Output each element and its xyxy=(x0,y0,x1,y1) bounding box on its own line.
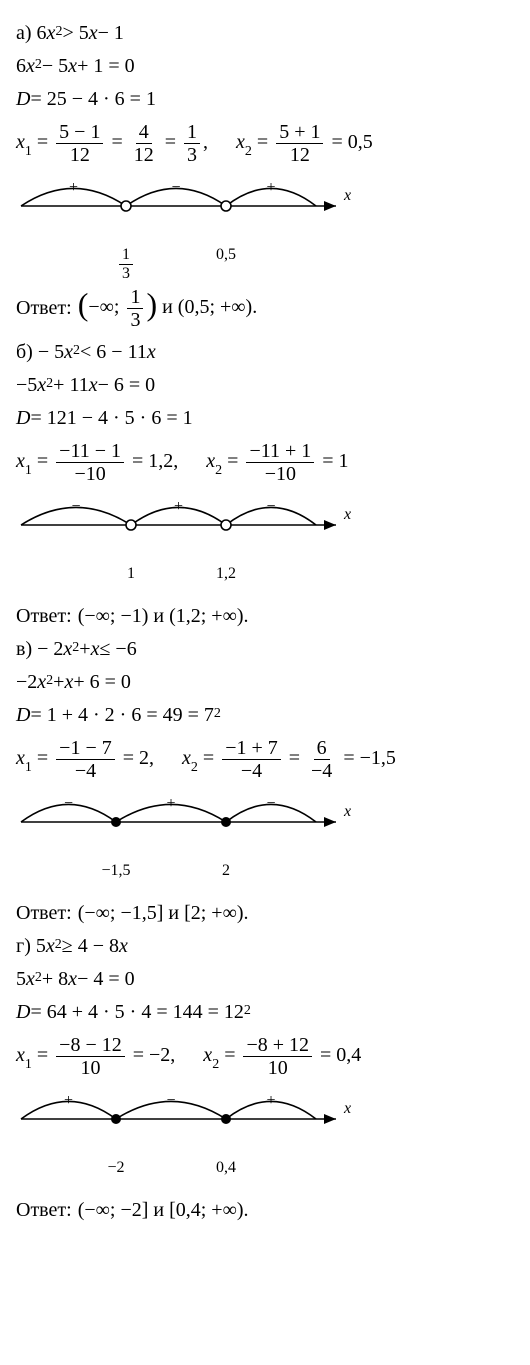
root-x1: x1 = 5 − 112 = 412 = 13, xyxy=(16,121,208,166)
svg-text:−: − xyxy=(71,498,80,515)
answer-value: (−∞; 13) и (0,5; +∞). xyxy=(78,286,258,331)
svg-text:−: − xyxy=(64,795,73,812)
roots-line: x1 = −1 − 7−4 = 2, x2 = −1 + 7−4 = 6−4 = … xyxy=(16,737,514,782)
answer-label: Ответ: xyxy=(16,1199,72,1222)
root-x2: x2 = −1 + 7−4 = 6−4 = −1,5 xyxy=(182,737,396,782)
roots-line: x1 = −11 − 1−10 = 1,2, x2 = −11 + 1−10 = … xyxy=(16,440,514,485)
root-x1: x1 = −11 − 1−10 = 1,2, xyxy=(16,440,178,485)
svg-text:+: + xyxy=(166,795,175,812)
root-x2: x2 = 5 + 112 = 0,5 xyxy=(236,121,373,166)
svg-text:x: x xyxy=(343,187,351,204)
discriminant: D = 64 + 4 · 5 · 4 = 144 = 122 xyxy=(16,1001,514,1024)
answer-value: (−∞; −2] и [0,4; +∞). xyxy=(78,1199,249,1222)
answer-label: Ответ: xyxy=(16,297,72,320)
number-line-diagram: +−+x130,5 xyxy=(16,176,514,276)
answer-value: (−∞; −1) и (1,2; +∞). xyxy=(78,605,249,628)
answer-label: Ответ: xyxy=(16,605,72,628)
equation: 6x2 − 5x + 1 = 0 xyxy=(16,55,514,78)
problem-inequality: в) − 2x2 + x ≤ −6 xyxy=(16,638,514,661)
root-x2: x2 = −11 + 1−10 = 1 xyxy=(206,440,348,485)
discriminant: D = 1 + 4 · 2 · 6 = 49 = 72 xyxy=(16,704,514,727)
roots-line: x1 = 5 − 112 = 412 = 13, x2 = 5 + 112 = 0… xyxy=(16,121,514,166)
answer-line: Ответ: (−∞; −1) и (1,2; +∞). xyxy=(16,605,514,628)
equation: −5x2 + 11x − 6 = 0 xyxy=(16,374,514,397)
svg-text:−: − xyxy=(266,795,275,812)
root-x1: x1 = −8 − 1210 = −2, xyxy=(16,1034,175,1079)
svg-text:+: + xyxy=(266,1092,275,1109)
equation: −2x2 + x + 6 = 0 xyxy=(16,671,514,694)
problem-inequality: б) − 5x2 < 6 − 11x xyxy=(16,341,514,364)
svg-text:+: + xyxy=(266,179,275,196)
root-x1: x1 = −1 − 7−4 = 2, xyxy=(16,737,154,782)
svg-text:x: x xyxy=(343,506,351,523)
svg-text:x: x xyxy=(343,1100,351,1117)
number-line-diagram: −+−x−1,52 xyxy=(16,792,514,892)
equation: 5x2 + 8x − 4 = 0 xyxy=(16,968,514,991)
answer-line: Ответ: (−∞; −2] и [0,4; +∞). xyxy=(16,1199,514,1222)
svg-text:+: + xyxy=(174,498,183,515)
answer-line: Ответ: (−∞; 13) и (0,5; +∞). xyxy=(16,286,514,331)
svg-text:−: − xyxy=(171,179,180,196)
discriminant: D = 121 − 4 · 5 · 6 = 1 xyxy=(16,407,514,430)
roots-line: x1 = −8 − 1210 = −2, x2 = −8 + 1210 = 0,4 xyxy=(16,1034,514,1079)
root-x2: x2 = −8 + 1210 = 0,4 xyxy=(203,1034,361,1079)
number-line-diagram: −+−x11,2 xyxy=(16,495,514,595)
answer-label: Ответ: xyxy=(16,902,72,925)
discriminant: D = 25 − 4 · 6 = 1 xyxy=(16,88,514,111)
svg-text:−: − xyxy=(166,1092,175,1109)
svg-text:+: + xyxy=(64,1092,73,1109)
svg-text:+: + xyxy=(69,179,78,196)
answer-value: (−∞; −1,5] и [2; +∞). xyxy=(78,902,249,925)
number-line-diagram: +−+x−20,4 xyxy=(16,1089,514,1189)
problem-inequality: г) 5x2 ≥ 4 − 8x xyxy=(16,935,514,958)
answer-line: Ответ: (−∞; −1,5] и [2; +∞). xyxy=(16,902,514,925)
svg-text:x: x xyxy=(343,803,351,820)
problem-inequality: а) 6x2 > 5x − 1 xyxy=(16,22,514,45)
svg-text:−: − xyxy=(266,498,275,515)
